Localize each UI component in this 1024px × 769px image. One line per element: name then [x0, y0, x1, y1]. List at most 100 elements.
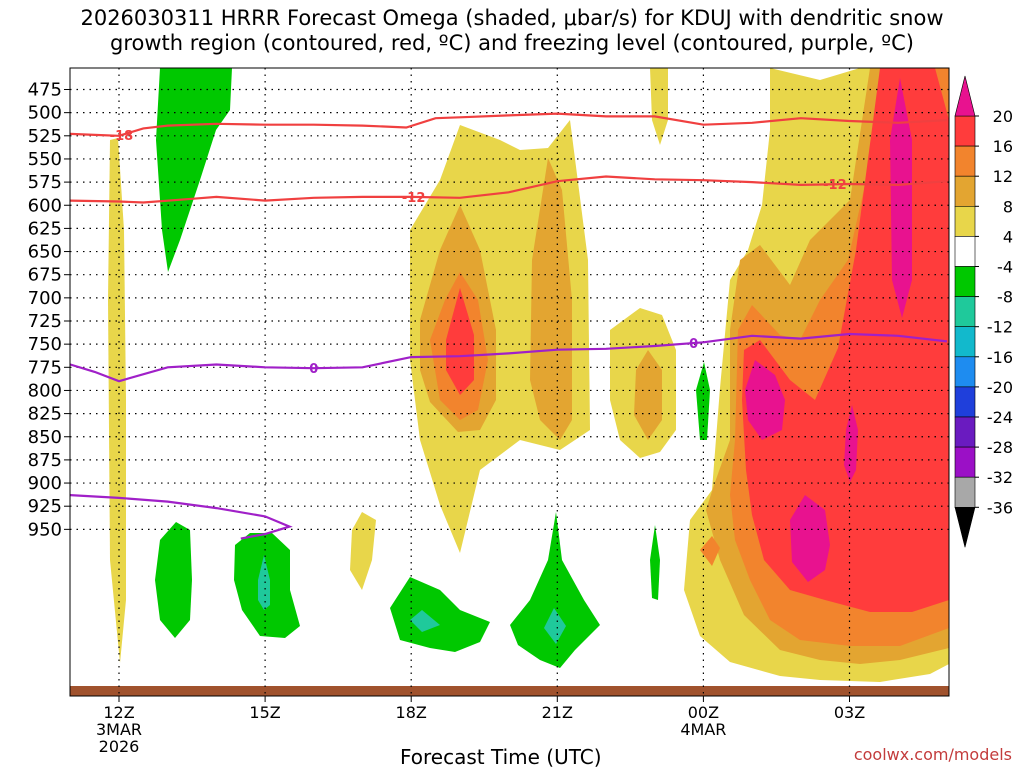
y-tick-label: 950 [28, 519, 62, 540]
colorbar-label: -8 [997, 288, 1013, 307]
credit-link[interactable]: coolwx.com/models [853, 745, 1012, 764]
x-tick-date-label: 4MAR [680, 720, 726, 739]
omega-area-green [155, 522, 192, 638]
contour-dgz-minus12 [70, 175, 947, 204]
colorbar-label: 4 [1003, 227, 1013, 246]
contour-freezing-level-low [70, 494, 293, 540]
colorbar-label: -12 [987, 318, 1013, 337]
y-tick-label: 525 [28, 126, 62, 147]
y-tick-label: 850 [28, 427, 62, 448]
contour-lines: -18 -12 -12 0 0 [70, 112, 948, 540]
x-axis-title: Forecast Time (UTC) [400, 745, 602, 769]
omega-area-magenta [745, 360, 785, 440]
colorbar-label: -24 [987, 408, 1013, 427]
contour-freezing-level [70, 332, 948, 383]
colorbar-top-arrow [954, 75, 976, 117]
colorbar-swatch [954, 356, 976, 388]
contour-label: 0 [689, 337, 698, 352]
omega-area-orange [700, 536, 720, 566]
colorbar-swatch [954, 476, 976, 508]
y-tick-label: 475 [28, 80, 62, 101]
x-tick-year-label: 2026 [99, 737, 140, 756]
y-tick-label: 750 [28, 334, 62, 355]
colorbar-label: -36 [987, 498, 1013, 517]
y-axis: 4755005255505756006256506757007257507758… [28, 80, 70, 540]
colorbar-swatch [954, 416, 976, 448]
x-tick-label: 18Z [396, 703, 427, 722]
colorbar-swatch [954, 326, 976, 358]
colorbar-label: -4 [997, 258, 1013, 277]
contour-label: 0 [309, 362, 318, 377]
grid-lines [70, 68, 949, 696]
omega-area-teal [544, 608, 566, 644]
x-tick-label: 15Z [249, 703, 280, 722]
x-tick-date-label: 3MAR [96, 720, 142, 739]
y-tick-label: 775 [28, 357, 62, 378]
colorbar-label: -16 [987, 348, 1013, 367]
omega-area-green [510, 512, 600, 668]
y-tick-label: 625 [28, 218, 62, 239]
colorbar-swatch [954, 175, 976, 207]
colorbar-swatch [954, 266, 976, 297]
colorbar: 20 16 12 8 4 -4 -8 -12 -16 -20 -24 -28 -32 -36 [954, 75, 1013, 548]
colorbar-swatch [954, 446, 976, 478]
y-tick-label: 550 [28, 149, 62, 170]
colorbar-label: 8 [1003, 197, 1013, 216]
y-tick-label: 825 [28, 404, 62, 425]
omega-area-teal [410, 610, 440, 632]
chart-title: 2026030311 HRRR Forecast Omega (shaded, … [0, 6, 1024, 56]
y-tick-label: 800 [28, 380, 62, 401]
colorbar-label: 12 [993, 167, 1013, 186]
y-tick-label: 725 [28, 311, 62, 332]
y-tick-label: 600 [28, 195, 62, 216]
colorbar-label: -32 [987, 468, 1013, 487]
plot-frame [69, 67, 950, 697]
omega-area-magenta [890, 78, 912, 318]
omega-area-yellow [650, 68, 668, 145]
omega-area-magenta [844, 405, 858, 482]
omega-area-green [390, 577, 490, 652]
x-tick-label: 21Z [542, 703, 573, 722]
y-tick-label: 700 [28, 288, 62, 309]
colorbar-swatch [954, 206, 976, 237]
omega-area-yellow [350, 512, 376, 590]
ground-surface [70, 686, 949, 696]
colorbar-label: -28 [987, 438, 1013, 457]
y-tick-label: 650 [28, 242, 62, 263]
contour-label: -12 [402, 191, 426, 206]
y-tick-label: 575 [28, 172, 62, 193]
x-tick-label: 03Z [834, 703, 865, 722]
contour-dgz-minus18 [70, 112, 947, 137]
title-line-1: 2026030311 HRRR Forecast Omega (shaded, … [80, 6, 944, 30]
colorbar-bottom-arrow [954, 506, 976, 548]
y-tick-label: 500 [28, 103, 62, 124]
colorbar-swatch [954, 115, 976, 147]
colorbar-label: 20 [993, 107, 1013, 126]
y-tick-label: 675 [28, 265, 62, 286]
omega-area-light-orange [530, 158, 572, 440]
omega-area-yellow [108, 138, 126, 663]
x-tick-label: 00Z [688, 703, 719, 722]
omega-area-red [446, 288, 474, 395]
colorbar-label: 16 [993, 137, 1013, 156]
contour-label: -12 [823, 178, 847, 193]
omega-area-magenta [790, 495, 830, 582]
colorbar-swatch [954, 145, 976, 177]
x-tick-label: 12Z [103, 703, 134, 722]
colorbar-swatch [954, 296, 976, 328]
contour-label: -18 [110, 129, 134, 144]
y-tick-label: 875 [28, 450, 62, 471]
title-line-2: growth region (contoured, red, ºC) and f… [110, 31, 914, 55]
omega-area-green [156, 68, 232, 272]
colorbar-label: -20 [987, 378, 1013, 397]
omega-area-green [650, 525, 660, 600]
colorbar-swatch [954, 236, 976, 267]
y-tick-label: 925 [28, 496, 62, 517]
colorbar-swatch [954, 386, 976, 418]
omega-shading [70, 68, 949, 696]
omega-area-light-orange [634, 350, 662, 440]
y-tick-label: 900 [28, 473, 62, 494]
omega-area-teal [258, 555, 270, 610]
